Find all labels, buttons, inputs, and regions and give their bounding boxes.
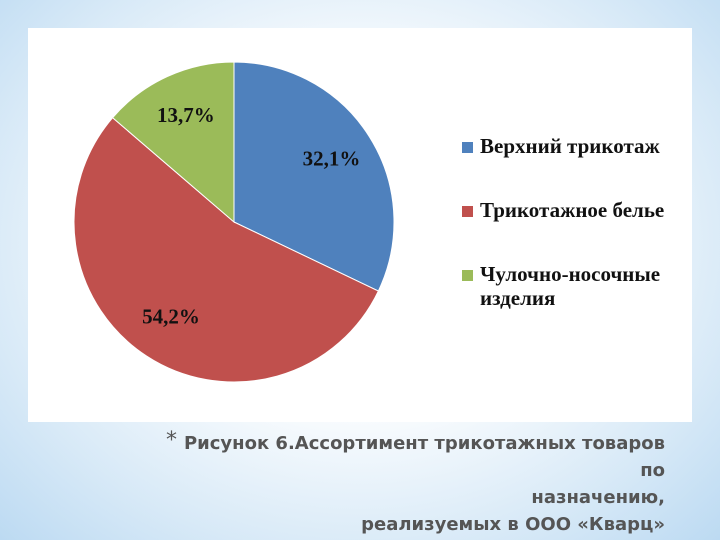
data-label: 54,2% <box>142 304 200 328</box>
legend-label: Верхний трикотаж <box>480 134 660 158</box>
caption-line: Рисунок 6.Ассортимент трикотажных товаро… <box>183 433 665 481</box>
bullet: * <box>166 428 177 453</box>
caption-line: назначению, <box>531 487 665 508</box>
caption: Рисунок 6.Ассортимент трикотажных товаро… <box>180 430 665 538</box>
legend-label: Чулочно-носочные изделия <box>480 262 661 310</box>
legend-swatch <box>462 270 473 281</box>
pie-slice <box>73 117 380 383</box>
legend-label: Трикотажное белье <box>480 198 665 222</box>
pie-slice <box>233 61 395 292</box>
data-label: 32,1% <box>303 146 361 170</box>
data-label: 13,7% <box>157 103 215 127</box>
legend-swatch <box>462 142 473 153</box>
caption-line: реализуемых в ООО «Кварц» <box>361 514 665 535</box>
pie-slice <box>111 61 235 224</box>
legend: Верхний трикотаж Трикотажное белье Чулочно… <box>462 134 687 326</box>
legend-swatch <box>462 206 473 217</box>
legend-item: Верхний трикотаж <box>462 134 687 198</box>
legend-item: Трикотажное белье <box>462 198 687 262</box>
legend-item: Чулочно-носочные изделия <box>462 262 687 326</box>
